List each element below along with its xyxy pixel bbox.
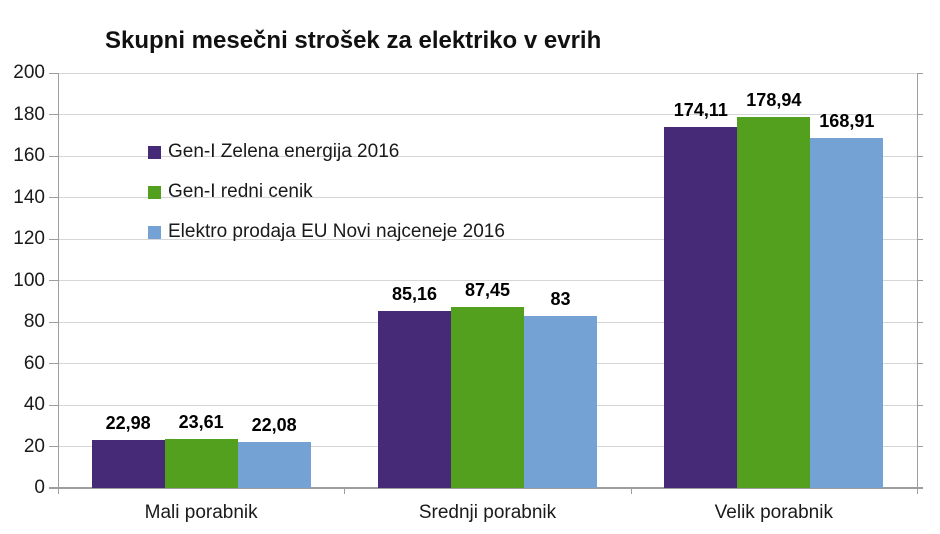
- x-axis-tick: [344, 488, 346, 494]
- y-axis-tick: [49, 114, 58, 115]
- bar-value-label: 22,08: [251, 415, 297, 436]
- plot-right-border: [917, 73, 918, 488]
- x-axis-line: [49, 487, 923, 489]
- y-axis-tick: [917, 363, 923, 364]
- y-axis-line: [58, 73, 59, 488]
- bar-value-label: 178,94: [746, 89, 802, 110]
- bar: [737, 116, 811, 488]
- bar-value-label: 87,45: [464, 279, 511, 300]
- legend-swatch-icon: [148, 145, 161, 159]
- gridline: [58, 280, 917, 281]
- y-axis-label: 120: [13, 228, 45, 249]
- legend: Gen-I Zelena energija 2016 Gen-I redni ce…: [148, 132, 505, 252]
- y-axis-tick: [49, 280, 58, 281]
- bar: [164, 439, 238, 488]
- gridline: [58, 114, 917, 115]
- y-axis-tick: [917, 197, 923, 198]
- gridline: [58, 155, 917, 157]
- legend-label: Gen-I Zelena energija 2016: [168, 141, 400, 162]
- gridline: [58, 238, 917, 240]
- y-axis-tick: [917, 238, 923, 240]
- legend-swatch-icon: [148, 225, 161, 239]
- y-axis-tick: [917, 446, 923, 447]
- y-axis-label: 60: [23, 352, 45, 374]
- y-axis-label: 140: [13, 186, 45, 208]
- y-axis-tick: [917, 155, 923, 157]
- x-axis-tick: [917, 488, 918, 494]
- bar: [810, 137, 884, 488]
- y-axis-tick: [917, 321, 923, 323]
- bar-value-label: 23,61: [178, 412, 224, 432]
- legend-label: Elektro prodaja EU Novi najceneje 2016: [168, 221, 505, 242]
- x-axis-tick: [630, 488, 632, 494]
- y-axis-tick: [917, 280, 923, 281]
- y-axis-tick: [49, 238, 58, 240]
- bar: [378, 311, 451, 488]
- y-axis-tick: [49, 446, 58, 447]
- x-axis-category-label: Srednji porabnik: [418, 502, 557, 523]
- x-axis-category-label: Velik porabnik: [714, 502, 833, 523]
- x-axis-tick: [58, 488, 59, 494]
- y-axis-tick: [917, 404, 923, 406]
- y-axis-tick: [917, 72, 923, 74]
- gridline: [58, 72, 917, 74]
- y-axis-label: 160: [13, 145, 45, 166]
- y-axis-label: 20: [23, 435, 45, 457]
- y-axis-tick: [49, 197, 58, 198]
- bar: [91, 440, 165, 488]
- y-axis-label: 100: [13, 269, 45, 291]
- legend-item: Elektro prodaja EU Novi najceneje 2016: [148, 212, 505, 252]
- bar-value-label: 174,11: [673, 99, 728, 120]
- chart-title: Skupni mesečni strošek za elektriko v ev…: [105, 27, 602, 54]
- bar-value-label: 83: [550, 288, 571, 309]
- legend-item: Gen-I redni cenik: [148, 172, 505, 212]
- y-axis-tick: [917, 114, 923, 115]
- bar-value-label: 22,98: [105, 413, 151, 434]
- x-axis-category-label: Mali porabnik: [144, 502, 258, 523]
- bar: [664, 126, 738, 488]
- y-axis-tick: [49, 321, 58, 323]
- y-axis-label: 40: [23, 394, 45, 415]
- legend-swatch-icon: [148, 185, 161, 199]
- y-axis-tick: [49, 363, 58, 364]
- y-axis-label: 80: [23, 311, 45, 332]
- y-axis-tick: [49, 72, 58, 74]
- y-axis-label: 180: [13, 103, 45, 125]
- y-axis-label: 200: [13, 62, 45, 83]
- legend-item: Gen-I Zelena energija 2016: [148, 132, 505, 172]
- y-axis-label: 0: [34, 477, 45, 498]
- bar: [524, 315, 597, 488]
- y-axis-tick: [49, 404, 58, 406]
- bar-value-label: 168,91: [819, 110, 875, 131]
- legend-label: Gen-I redni cenik: [168, 181, 313, 202]
- bar: [237, 442, 311, 488]
- bar: [451, 306, 524, 488]
- gridline: [58, 197, 917, 198]
- bar-value-label: 85,16: [391, 284, 438, 305]
- y-axis-tick: [49, 155, 58, 157]
